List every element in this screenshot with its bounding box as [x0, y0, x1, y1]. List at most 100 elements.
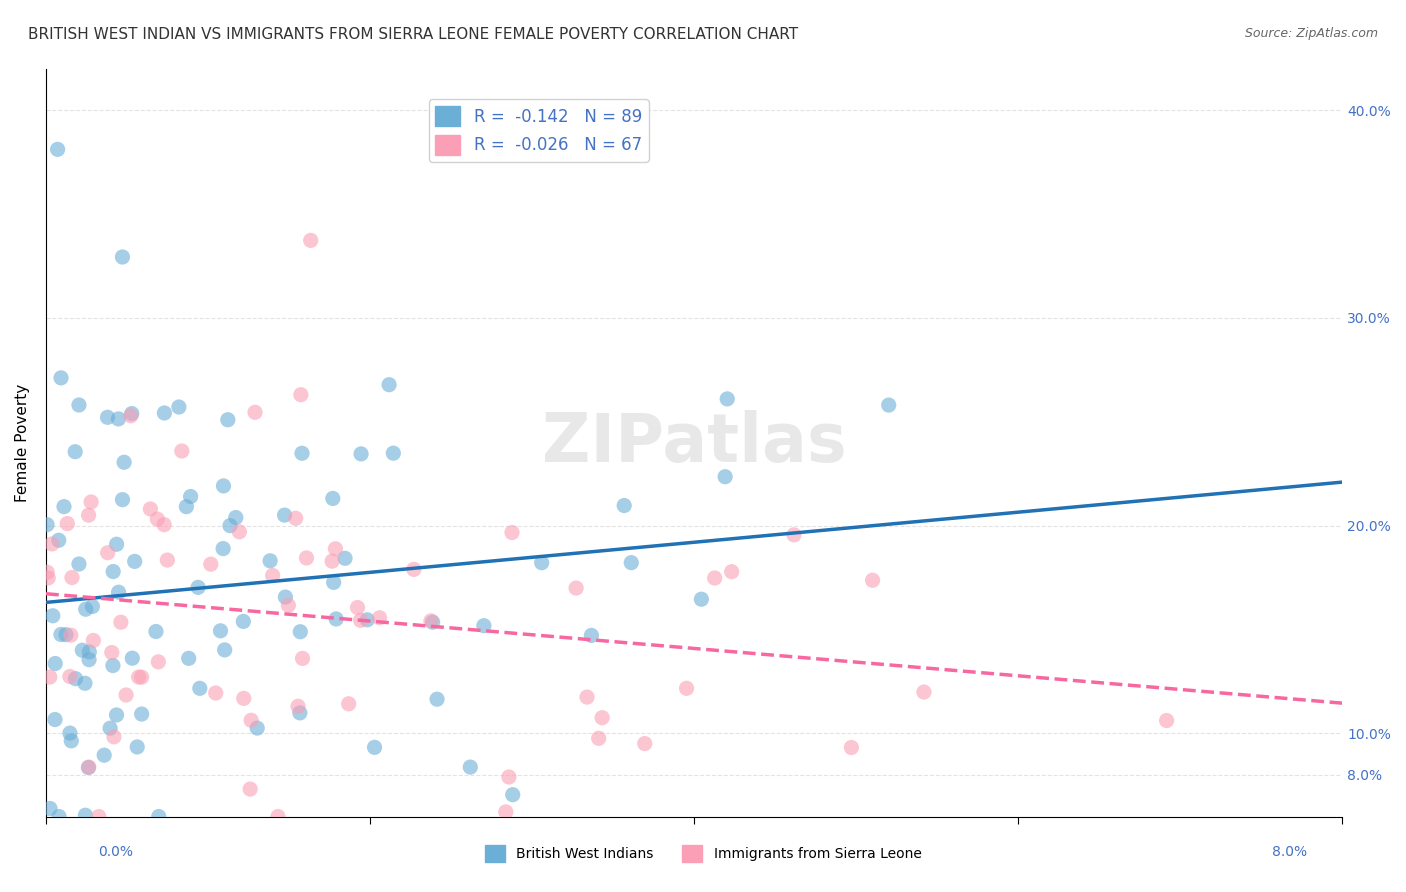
British West Indians — [690, 592, 713, 607]
Immigrants from Sierra Leone — [131, 670, 153, 684]
British West Indians — [55, 628, 77, 642]
Text: ZIPatlas: ZIPatlas — [541, 409, 846, 475]
British West Indians — [75, 808, 97, 822]
Immigrants from Sierra Leone — [59, 628, 82, 642]
British West Indians — [53, 500, 76, 514]
Immigrants from Sierra Leone — [295, 550, 318, 565]
Immigrants from Sierra Leone — [59, 669, 82, 683]
British West Indians — [716, 392, 738, 406]
Immigrants from Sierra Leone — [262, 568, 284, 582]
Immigrants from Sierra Leone — [232, 691, 254, 706]
Immigrants from Sierra Leone — [720, 565, 742, 579]
Immigrants from Sierra Leone — [148, 655, 170, 669]
British West Indians — [127, 739, 149, 754]
Immigrants from Sierra Leone — [38, 670, 60, 684]
Immigrants from Sierra Leone — [97, 546, 120, 560]
Immigrants from Sierra Leone — [101, 646, 124, 660]
British West Indians — [212, 541, 235, 556]
British West Indians — [219, 518, 242, 533]
Legend: British West Indians, Immigrants from Sierra Leone: British West Indians, Immigrants from Si… — [479, 839, 927, 867]
Immigrants from Sierra Leone — [37, 571, 59, 585]
Legend: R =  -0.142   N = 89, R =  -0.026   N = 67: R = -0.142 N = 89, R = -0.026 N = 67 — [429, 99, 648, 161]
Immigrants from Sierra Leone — [146, 512, 169, 526]
Immigrants from Sierra Leone — [228, 524, 250, 539]
Immigrants from Sierra Leone — [291, 651, 314, 665]
British West Indians — [153, 406, 176, 420]
British West Indians — [49, 627, 72, 641]
Immigrants from Sierra Leone — [290, 388, 312, 402]
British West Indians — [290, 624, 312, 639]
Immigrants from Sierra Leone — [200, 557, 222, 571]
British West Indians — [188, 681, 211, 696]
British West Indians — [232, 615, 254, 629]
British West Indians — [101, 565, 124, 579]
Immigrants from Sierra Leone — [82, 633, 104, 648]
British West Indians — [259, 554, 281, 568]
British West Indians — [145, 624, 167, 639]
British West Indians — [350, 447, 373, 461]
British West Indians — [101, 658, 124, 673]
Immigrants from Sierra Leone — [912, 685, 935, 699]
British West Indians — [59, 726, 82, 740]
Immigrants from Sierra Leone — [103, 730, 125, 744]
British West Indians — [613, 499, 636, 513]
British West Indians — [82, 599, 104, 614]
Text: 0.0%: 0.0% — [98, 846, 134, 859]
British West Indians — [877, 398, 900, 412]
Immigrants from Sierra Leone — [325, 541, 347, 556]
Immigrants from Sierra Leone — [783, 528, 806, 542]
Immigrants from Sierra Leone — [349, 613, 371, 627]
British West Indians — [502, 788, 524, 802]
British West Indians — [422, 615, 444, 630]
British West Indians — [363, 740, 385, 755]
Text: 8.0%: 8.0% — [1272, 846, 1308, 859]
Immigrants from Sierra Leone — [77, 760, 100, 774]
British West Indians — [356, 613, 378, 627]
British West Indians — [39, 801, 62, 815]
British West Indians — [225, 510, 247, 524]
British West Indians — [426, 692, 449, 706]
British West Indians — [322, 491, 344, 506]
Immigrants from Sierra Leone — [841, 740, 863, 755]
British West Indians — [333, 551, 356, 566]
British West Indians — [96, 410, 118, 425]
British West Indians — [714, 469, 737, 483]
British West Indians — [105, 708, 128, 723]
Immigrants from Sierra Leone — [139, 502, 162, 516]
British West Indians — [48, 809, 70, 823]
British West Indians — [49, 371, 72, 385]
British West Indians — [75, 602, 97, 616]
Immigrants from Sierra Leone — [120, 409, 142, 423]
British West Indians — [246, 721, 269, 735]
Immigrants from Sierra Leone — [346, 600, 368, 615]
Immigrants from Sierra Leone — [299, 233, 322, 247]
British West Indians — [378, 377, 401, 392]
Immigrants from Sierra Leone — [170, 444, 193, 458]
British West Indians — [121, 651, 143, 665]
British West Indians — [458, 760, 481, 774]
Immigrants from Sierra Leone — [862, 574, 884, 588]
British West Indians — [73, 676, 96, 690]
Immigrants from Sierra Leone — [576, 690, 599, 704]
Immigrants from Sierra Leone — [153, 517, 176, 532]
British West Indians — [112, 455, 135, 469]
British West Indians — [382, 446, 405, 460]
British West Indians — [291, 446, 314, 460]
British West Indians — [148, 809, 170, 823]
Immigrants from Sierra Leone — [634, 737, 657, 751]
British West Indians — [79, 645, 101, 659]
British West Indians — [124, 554, 146, 568]
British West Indians — [111, 250, 134, 264]
Y-axis label: Female Poverty: Female Poverty — [15, 384, 30, 501]
Immigrants from Sierra Leone — [37, 565, 59, 579]
Immigrants from Sierra Leone — [204, 686, 226, 700]
Immigrants from Sierra Leone — [321, 554, 343, 568]
Immigrants from Sierra Leone — [703, 571, 725, 585]
Immigrants from Sierra Leone — [588, 731, 610, 746]
Immigrants from Sierra Leone — [87, 809, 110, 823]
British West Indians — [93, 748, 115, 763]
British West Indians — [105, 537, 128, 551]
British West Indians — [177, 651, 200, 665]
British West Indians — [98, 721, 121, 735]
British West Indians — [131, 706, 153, 721]
